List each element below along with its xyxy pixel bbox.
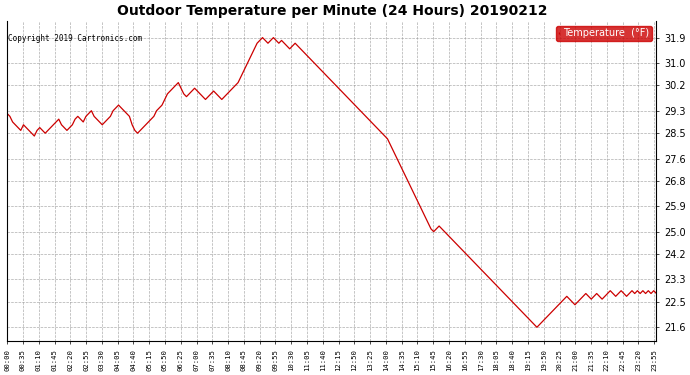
Text: Copyright 2019 Cartronics.com: Copyright 2019 Cartronics.com <box>8 33 143 42</box>
Legend: Temperature  (°F): Temperature (°F) <box>555 26 651 41</box>
Title: Outdoor Temperature per Minute (24 Hours) 20190212: Outdoor Temperature per Minute (24 Hours… <box>117 4 547 18</box>
